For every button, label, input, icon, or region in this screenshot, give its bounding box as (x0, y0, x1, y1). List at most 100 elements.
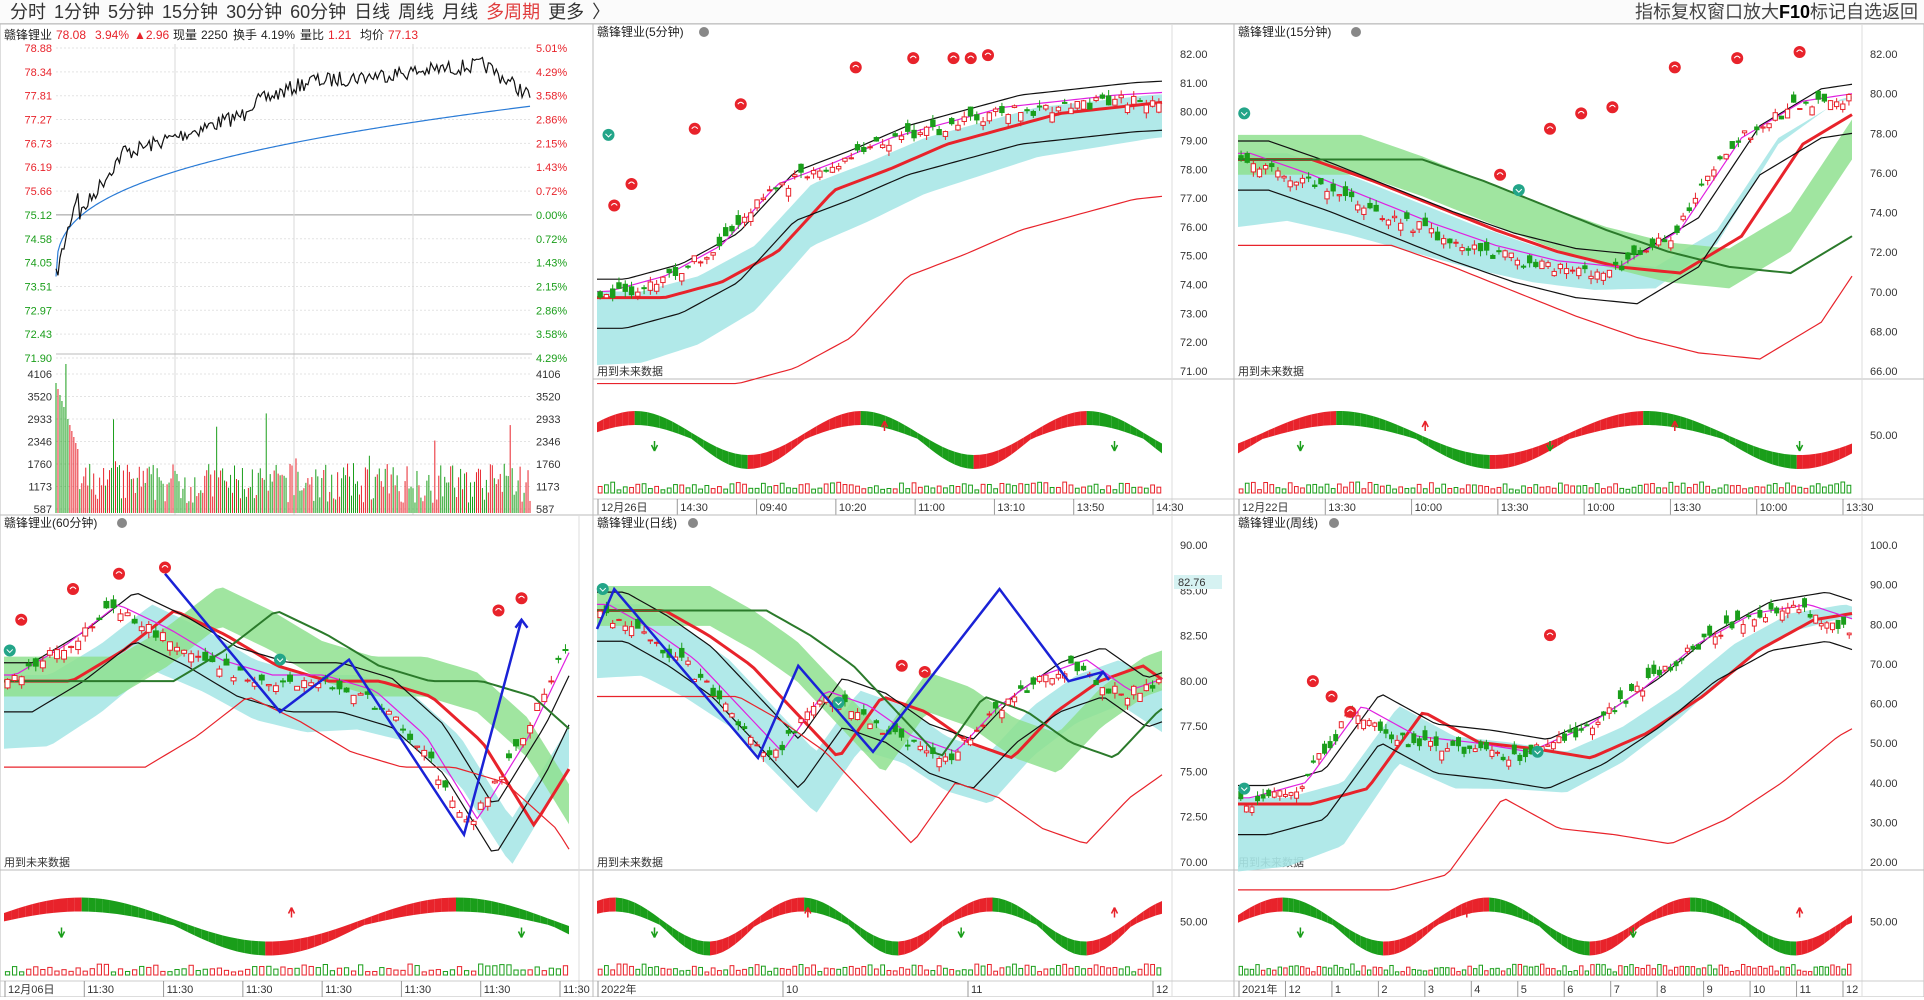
wave-seg-2-63 (448, 897, 456, 912)
candle-body-1-97 (1834, 101, 1840, 108)
sub-bar-4-53 (1534, 965, 1539, 976)
panel-3-ytick-3: 80.00 (1180, 676, 1208, 688)
panel-settings-icon-3[interactable] (688, 518, 698, 528)
wave-seg-4-82 (1695, 897, 1702, 913)
sub-bar-4-42 (1473, 968, 1478, 976)
candle-body-0-81 (1105, 95, 1112, 106)
wave-seg-4-20 (1349, 929, 1356, 944)
candle-body-0-47 (892, 133, 898, 137)
candle-body-4-3 (1255, 795, 1260, 802)
sub-bar-2-41 (294, 967, 300, 976)
panel-0-ytick-10: 72.00 (1180, 337, 1208, 349)
candle-body-3-66 (1011, 696, 1018, 703)
more-arrow-icon[interactable]: 〉 (592, 2, 611, 22)
candle-body-1-0 (1238, 155, 1244, 159)
candle-body-3-44 (873, 720, 880, 724)
wave-seg-3-7 (640, 905, 648, 920)
sub-bar-2-35 (252, 966, 258, 976)
tool-5[interactable]: 标记 (1810, 2, 1846, 22)
candle-body-2-75 (534, 702, 541, 712)
wave-seg-4-16 (1327, 915, 1333, 926)
wave-seg-4-27 (1388, 940, 1395, 956)
wave-seg-0-77 (1080, 411, 1087, 426)
panel-settings-icon-1[interactable] (1351, 27, 1361, 37)
tab-4[interactable]: 30分钟 (226, 2, 283, 22)
panel-settings-icon-4[interactable] (1329, 518, 1339, 528)
tool-3[interactable]: 放大 (1742, 2, 1779, 22)
wave-seg-0-60 (973, 454, 980, 469)
sub-bar-4-57 (1556, 970, 1562, 976)
panel-4-ytick-1: 90.00 (1870, 580, 1898, 592)
sub-bar-1-64 (1631, 486, 1637, 494)
sub-bar-0-82 (1112, 489, 1118, 494)
ts-left-price-3: 77.27 (24, 115, 52, 127)
wave-seg-1-93 (1809, 453, 1816, 469)
wave-seg-1-0 (1238, 441, 1245, 454)
sub-bar-0-4 (622, 486, 628, 494)
ts-vol-right-6: 587 (536, 504, 554, 516)
sub-bar-0-38 (836, 481, 842, 494)
candle-body-0-49 (905, 123, 911, 132)
wave-seg-2-17 (124, 903, 132, 917)
tab-6[interactable]: 日线 (354, 2, 391, 22)
up-arrow-icon-3-1 (804, 907, 812, 918)
candle-body-4-25 (1377, 721, 1383, 731)
tool-4[interactable]: F10 (1778, 2, 1810, 22)
wave-seg-4-78 (1673, 899, 1679, 914)
tool-1[interactable]: 复权 (1670, 2, 1707, 22)
ts-right-pct-6: 0.72% (536, 186, 567, 198)
tab-0[interactable]: 分时 (10, 2, 46, 22)
sub-bar-4-13 (1311, 971, 1316, 976)
tab-9[interactable]: 多周期 (486, 2, 541, 22)
tool-0[interactable]: 指标 (1634, 2, 1671, 22)
sub-bar-1-47 (1527, 487, 1532, 494)
wave-seg-4-9 (1288, 897, 1294, 913)
tab-2[interactable]: 5分钟 (108, 2, 155, 22)
panel-settings-icon-0[interactable] (699, 27, 709, 37)
candle-body-1-89 (1784, 108, 1791, 119)
wave-seg-4-35 (1433, 917, 1439, 929)
ma-red-long-1 (1238, 244, 1853, 360)
sub-bar-2-76 (541, 970, 547, 976)
tool-6[interactable]: 自选 (1846, 2, 1882, 22)
tool-2[interactable]: 窗口 (1706, 2, 1743, 22)
wave-seg-1-67 (1649, 411, 1656, 426)
candle-body-1-51 (1551, 270, 1557, 277)
wave-seg-0-89 (1155, 440, 1162, 454)
panel-settings-icon-2[interactable] (117, 518, 127, 528)
candle-body-1-43 (1502, 250, 1508, 258)
tab-3[interactable]: 15分钟 (162, 2, 219, 22)
candle-body-0-65 (1005, 114, 1011, 124)
wave-seg-4-52 (1528, 912, 1534, 924)
candle-body-0-61 (980, 121, 986, 126)
tab-10[interactable]: 更多 (548, 2, 585, 22)
sub-bar-3-84 (1125, 966, 1130, 976)
tab-5[interactable]: 60分钟 (290, 2, 347, 22)
tab-8[interactable]: 月线 (442, 2, 479, 22)
candle-body-2-7 (53, 649, 60, 660)
candle-body-2-29 (209, 655, 216, 663)
wave-seg-0-79 (1092, 411, 1100, 426)
wave-seg-0-15 (691, 432, 698, 444)
buy-signal-mark-1-2 (1577, 110, 1585, 114)
candle-body-4-39 (1456, 737, 1461, 747)
up-arrow-icon-0-1 (880, 420, 889, 431)
sub-bar-2-24 (174, 969, 180, 976)
candle-body-1-69 (1662, 239, 1668, 243)
tab-1[interactable]: 1分钟 (54, 2, 101, 22)
panel-0-xlabel-2: 09:40 (760, 502, 788, 514)
sub-bar-0-10 (660, 489, 666, 494)
sub-bar-4-14 (1316, 966, 1322, 976)
wave-seg-3-82 (1111, 929, 1119, 945)
wave-seg-2-11 (81, 897, 89, 912)
buy-signal-icon-0-2 (688, 122, 701, 135)
panel-0-xlabel-0: 12月26日 (601, 502, 647, 514)
sub-bar-2-64 (456, 966, 463, 976)
sub-bar-1-63 (1625, 488, 1631, 494)
tab-7[interactable]: 周线 (398, 2, 435, 22)
wave-seg-3-51 (917, 933, 924, 949)
candle-body-3-58 (961, 737, 967, 741)
sub-bar-2-40 (287, 968, 293, 976)
tool-7[interactable]: 返回 (1882, 2, 1918, 22)
wave-seg-3-40 (848, 918, 855, 931)
